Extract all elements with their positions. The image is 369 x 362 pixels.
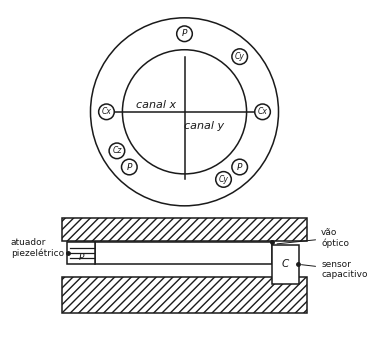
Circle shape	[99, 104, 114, 119]
Circle shape	[232, 159, 248, 175]
Text: P: P	[79, 253, 84, 262]
Circle shape	[255, 104, 270, 119]
Circle shape	[232, 49, 248, 64]
Bar	[68, 243, 95, 264]
Text: P: P	[182, 29, 187, 38]
Bar	[272, 245, 299, 284]
Bar	[62, 278, 307, 313]
Text: Cz: Cz	[112, 146, 122, 155]
Circle shape	[216, 172, 231, 187]
Text: canal y: canal y	[184, 121, 224, 131]
Text: Cx: Cx	[101, 107, 111, 116]
Bar	[62, 218, 307, 241]
Bar	[95, 243, 272, 264]
Text: P: P	[237, 163, 242, 172]
Text: canal x: canal x	[136, 100, 176, 110]
Text: sensor
capacitivo: sensor capacitivo	[301, 260, 368, 279]
Circle shape	[109, 143, 125, 159]
Text: C: C	[282, 259, 289, 269]
Text: Cx: Cx	[258, 107, 268, 116]
Circle shape	[121, 159, 137, 175]
Text: Cy: Cy	[235, 52, 245, 61]
Text: Cy: Cy	[218, 175, 228, 184]
Text: P: P	[127, 163, 132, 172]
Circle shape	[177, 26, 192, 42]
Text: atuador
piezelétrico: atuador piezelétrico	[11, 238, 68, 258]
Text: vão
óptico: vão óptico	[277, 228, 349, 248]
